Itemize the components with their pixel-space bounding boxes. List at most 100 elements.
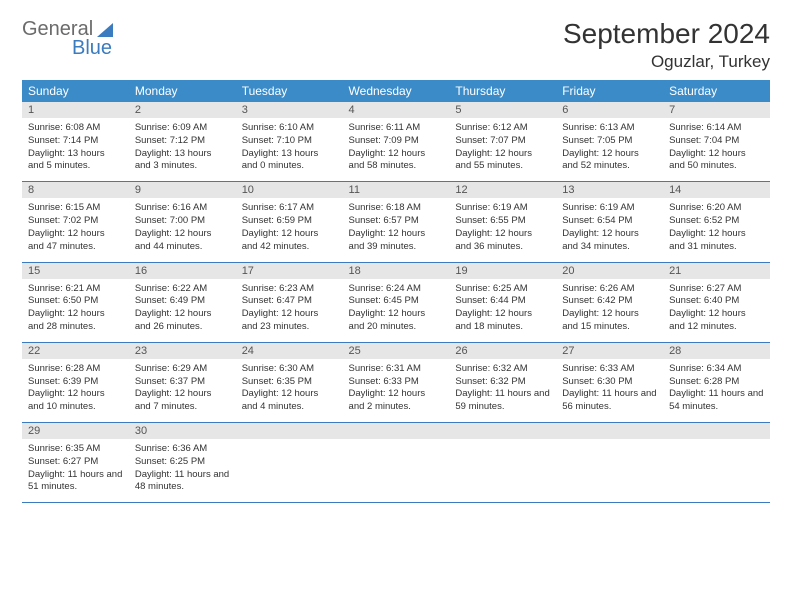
day-number: 24 (236, 343, 343, 359)
sunset-text: Sunset: 6:57 PM (349, 215, 444, 228)
day-body: Sunrise: 6:11 AMSunset: 7:09 PMDaylight:… (343, 118, 450, 181)
day-cell: 17Sunrise: 6:23 AMSunset: 6:47 PMDayligh… (236, 262, 343, 342)
day-cell: 7Sunrise: 6:14 AMSunset: 7:04 PMDaylight… (663, 102, 770, 182)
week-row: 1Sunrise: 6:08 AMSunset: 7:14 PMDaylight… (22, 102, 770, 182)
sunset-text: Sunset: 7:02 PM (28, 215, 123, 228)
day-number: 17 (236, 263, 343, 279)
sunrise-text: Sunrise: 6:14 AM (669, 122, 764, 135)
daylight-text: Daylight: 12 hours and 12 minutes. (669, 308, 764, 334)
day-body: Sunrise: 6:32 AMSunset: 6:32 PMDaylight:… (449, 359, 556, 422)
sunrise-text: Sunrise: 6:30 AM (242, 363, 337, 376)
sunset-text: Sunset: 6:49 PM (135, 295, 230, 308)
sunset-text: Sunset: 6:42 PM (562, 295, 657, 308)
day-cell: 11Sunrise: 6:18 AMSunset: 6:57 PMDayligh… (343, 182, 450, 262)
day-body: Sunrise: 6:13 AMSunset: 7:05 PMDaylight:… (556, 118, 663, 181)
sunset-text: Sunset: 7:07 PM (455, 135, 550, 148)
day-cell: 29Sunrise: 6:35 AMSunset: 6:27 PMDayligh… (22, 423, 129, 503)
dow-thursday: Thursday (449, 80, 556, 102)
day-number: 18 (343, 263, 450, 279)
sunrise-text: Sunrise: 6:35 AM (28, 443, 123, 456)
day-number: 8 (22, 182, 129, 198)
day-number: 5 (449, 102, 556, 118)
day-body: Sunrise: 6:10 AMSunset: 7:10 PMDaylight:… (236, 118, 343, 181)
sunrise-text: Sunrise: 6:15 AM (28, 202, 123, 215)
sunset-text: Sunset: 7:14 PM (28, 135, 123, 148)
sunrise-text: Sunrise: 6:10 AM (242, 122, 337, 135)
calendar-table: Sunday Monday Tuesday Wednesday Thursday… (22, 80, 770, 102)
sunset-text: Sunset: 6:28 PM (669, 376, 764, 389)
day-number: 12 (449, 182, 556, 198)
dow-sunday: Sunday (22, 80, 129, 102)
day-cell: 8Sunrise: 6:15 AMSunset: 7:02 PMDaylight… (22, 182, 129, 262)
day-number: 19 (449, 263, 556, 279)
day-number: 23 (129, 343, 236, 359)
daylight-text: Daylight: 12 hours and 39 minutes. (349, 228, 444, 254)
sunrise-text: Sunrise: 6:22 AM (135, 283, 230, 296)
day-number: 28 (663, 343, 770, 359)
sunset-text: Sunset: 7:04 PM (669, 135, 764, 148)
daylight-text: Daylight: 12 hours and 7 minutes. (135, 388, 230, 414)
day-body: Sunrise: 6:23 AMSunset: 6:47 PMDaylight:… (236, 279, 343, 342)
day-body (236, 439, 343, 501)
day-body: Sunrise: 6:22 AMSunset: 6:49 PMDaylight:… (129, 279, 236, 342)
brand-logo: General Blue (22, 18, 113, 60)
day-cell: 5 Sunrise: 6:12 AMSunset: 7:07 PMDaylight… (449, 102, 556, 182)
sunrise-text: Sunrise: 6:36 AM (135, 443, 230, 456)
daylight-text: Daylight: 12 hours and 31 minutes. (669, 228, 764, 254)
daylight-text: Daylight: 11 hours and 56 minutes. (562, 388, 657, 414)
month-title: September 2024 (563, 18, 770, 50)
day-body: Sunrise: 6:27 AMSunset: 6:40 PMDaylight:… (663, 279, 770, 342)
day-body (556, 439, 663, 501)
sunset-text: Sunset: 6:32 PM (455, 376, 550, 389)
daylight-text: Daylight: 12 hours and 4 minutes. (242, 388, 337, 414)
day-cell: 18Sunrise: 6:24 AMSunset: 6:45 PMDayligh… (343, 262, 450, 342)
sunrise-text: Sunrise: 6:33 AM (562, 363, 657, 376)
day-body: Sunrise: 6:33 AMSunset: 6:30 PMDaylight:… (556, 359, 663, 422)
daylight-text: Daylight: 12 hours and 55 minutes. (455, 148, 550, 174)
day-number: 13 (556, 182, 663, 198)
sunrise-text: Sunrise: 6:21 AM (28, 283, 123, 296)
day-number: 10 (236, 182, 343, 198)
sunset-text: Sunset: 7:05 PM (562, 135, 657, 148)
day-body: Sunrise: 6:19 AMSunset: 6:55 PMDaylight:… (449, 198, 556, 261)
sunset-text: Sunset: 6:40 PM (669, 295, 764, 308)
sunrise-text: Sunrise: 6:12 AM (455, 122, 550, 135)
daylight-text: Daylight: 11 hours and 59 minutes. (455, 388, 550, 414)
day-number: 11 (343, 182, 450, 198)
sunrise-text: Sunrise: 6:19 AM (562, 202, 657, 215)
sunrise-text: Sunrise: 6:26 AM (562, 283, 657, 296)
sunset-text: Sunset: 6:44 PM (455, 295, 550, 308)
week-row: 22Sunrise: 6:28 AMSunset: 6:39 PMDayligh… (22, 342, 770, 422)
sunset-text: Sunset: 6:59 PM (242, 215, 337, 228)
day-cell: 26Sunrise: 6:32 AMSunset: 6:32 PMDayligh… (449, 342, 556, 422)
sunset-text: Sunset: 7:10 PM (242, 135, 337, 148)
sunset-text: Sunset: 6:54 PM (562, 215, 657, 228)
day-cell: 12Sunrise: 6:19 AMSunset: 6:55 PMDayligh… (449, 182, 556, 262)
daylight-text: Daylight: 12 hours and 50 minutes. (669, 148, 764, 174)
day-number: 6 (556, 102, 663, 118)
daylight-text: Daylight: 12 hours and 20 minutes. (349, 308, 444, 334)
sunrise-text: Sunrise: 6:28 AM (28, 363, 123, 376)
day-number: 21 (663, 263, 770, 279)
daylight-text: Daylight: 11 hours and 51 minutes. (28, 469, 123, 495)
day-cell: 30 Sunrise: 6:36 AMSunset: 6:25 PMDayligh… (129, 423, 236, 503)
day-number: 30 (129, 423, 236, 439)
day-cell: 13Sunrise: 6:19 AMSunset: 6:54 PMDayligh… (556, 182, 663, 262)
day-cell: 23Sunrise: 6:29 AMSunset: 6:37 PMDayligh… (129, 342, 236, 422)
daylight-text: Daylight: 13 hours and 5 minutes. (28, 148, 123, 174)
daylight-text: Daylight: 11 hours and 48 minutes. (135, 469, 230, 495)
day-cell (556, 423, 663, 503)
daylight-text: Daylight: 12 hours and 52 minutes. (562, 148, 657, 174)
sunrise-text: Sunrise: 6:34 AM (669, 363, 764, 376)
sunset-text: Sunset: 6:50 PM (28, 295, 123, 308)
dow-friday: Friday (556, 80, 663, 102)
day-body (449, 439, 556, 501)
day-number: 2 (129, 102, 236, 118)
day-number: 16 (129, 263, 236, 279)
sunset-text: Sunset: 6:25 PM (135, 456, 230, 469)
day-cell (449, 423, 556, 503)
day-body: Sunrise: 6:35 AMSunset: 6:27 PMDaylight:… (22, 439, 129, 502)
sunset-text: Sunset: 6:47 PM (242, 295, 337, 308)
sunset-text: Sunset: 6:35 PM (242, 376, 337, 389)
day-number: 14 (663, 182, 770, 198)
